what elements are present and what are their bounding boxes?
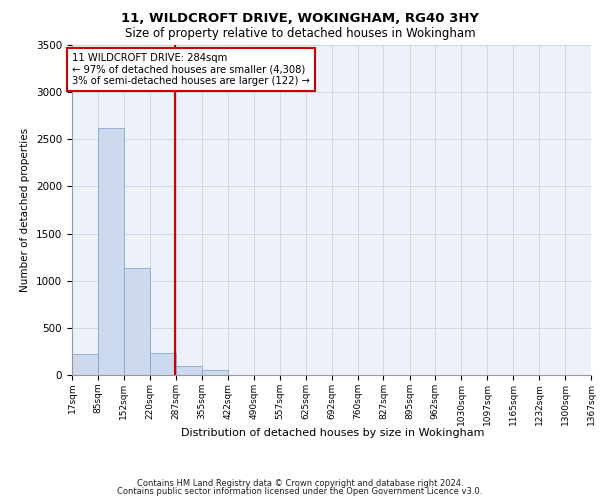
Bar xyxy=(98,128,124,375)
Bar xyxy=(124,268,150,375)
Text: Contains HM Land Registry data © Crown copyright and database right 2024.: Contains HM Land Registry data © Crown c… xyxy=(137,478,463,488)
Text: 11, WILDCROFT DRIVE, WOKINGHAM, RG40 3HY: 11, WILDCROFT DRIVE, WOKINGHAM, RG40 3HY xyxy=(121,12,479,26)
Text: Distribution of detached houses by size in Wokingham: Distribution of detached houses by size … xyxy=(181,428,485,438)
Y-axis label: Number of detached properties: Number of detached properties xyxy=(20,128,31,292)
Bar xyxy=(72,354,98,375)
Bar xyxy=(176,366,202,375)
Bar xyxy=(202,370,228,375)
Bar xyxy=(150,353,176,375)
Text: Contains public sector information licensed under the Open Government Licence v3: Contains public sector information licen… xyxy=(118,487,482,496)
Text: Size of property relative to detached houses in Wokingham: Size of property relative to detached ho… xyxy=(125,28,475,40)
Text: 11 WILDCROFT DRIVE: 284sqm
← 97% of detached houses are smaller (4,308)
3% of se: 11 WILDCROFT DRIVE: 284sqm ← 97% of deta… xyxy=(72,52,310,86)
